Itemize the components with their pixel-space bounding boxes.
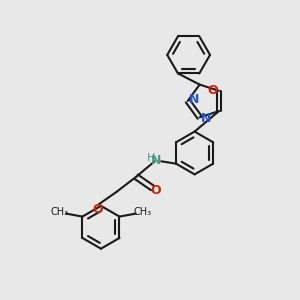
Text: N: N	[151, 154, 161, 167]
Text: O: O	[207, 84, 218, 97]
Text: O: O	[93, 203, 103, 216]
Text: O: O	[151, 184, 161, 197]
Text: N: N	[200, 112, 211, 125]
Text: CH₃: CH₃	[133, 207, 152, 217]
Text: H: H	[147, 153, 155, 163]
Text: CH₃: CH₃	[50, 207, 69, 217]
Text: N: N	[188, 93, 199, 106]
